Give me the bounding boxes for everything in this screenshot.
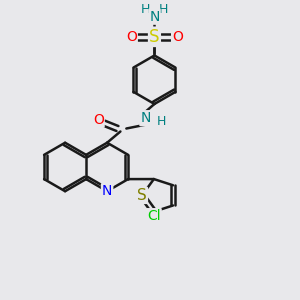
Text: H: H <box>159 3 169 16</box>
Text: Cl: Cl <box>147 209 161 223</box>
Text: H: H <box>140 3 150 16</box>
Text: O: O <box>172 30 183 44</box>
Text: O: O <box>126 30 137 44</box>
Text: O: O <box>93 112 104 127</box>
Text: H: H <box>157 115 167 128</box>
Text: N: N <box>102 184 112 198</box>
Text: S: S <box>137 188 147 203</box>
Text: N: N <box>140 111 151 125</box>
Text: N: N <box>149 10 160 24</box>
Text: S: S <box>149 28 160 46</box>
